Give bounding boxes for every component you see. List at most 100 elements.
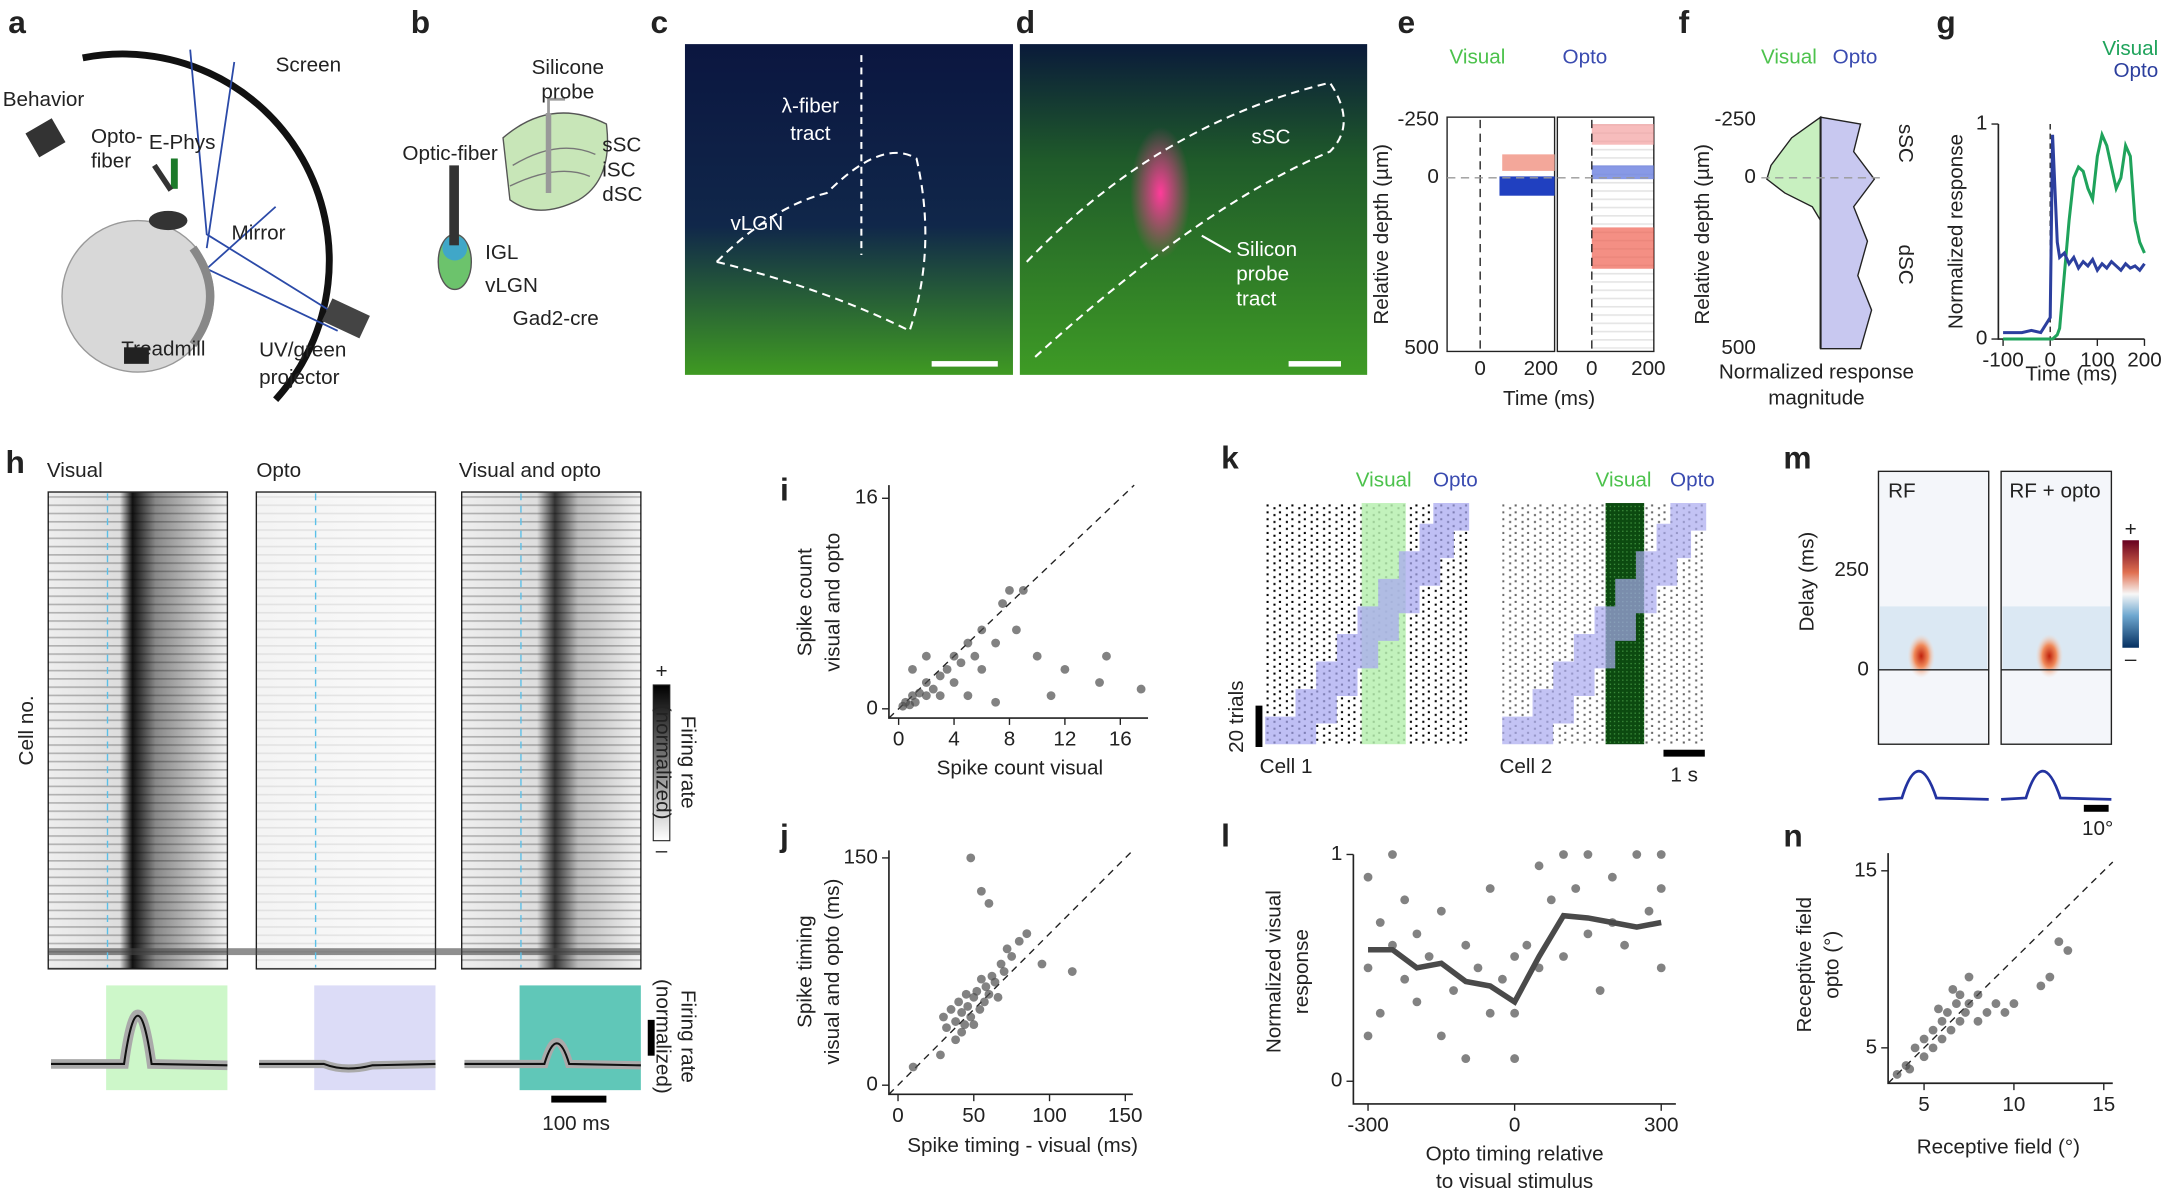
- heat-row: [48, 948, 641, 956]
- x-tick-label: 0: [2044, 349, 2056, 372]
- label-line: probe: [1236, 263, 1289, 286]
- scatter-point: [1018, 585, 1028, 595]
- scatter-point: [991, 638, 1001, 648]
- stim-window: [314, 985, 436, 1091]
- heat-band: [1591, 227, 1654, 269]
- scatter-point: [949, 651, 959, 661]
- scatter-point: [921, 691, 931, 701]
- scatter-point: [969, 1020, 979, 1029]
- y-tick-label: 1: [1331, 842, 1343, 865]
- scatter-point: [979, 997, 989, 1007]
- x-tick-label: 15: [2092, 1093, 2115, 1116]
- scatter-point: [1037, 959, 1047, 969]
- scale-label: 10°: [2082, 817, 2113, 840]
- panel-letter: c: [651, 4, 669, 40]
- scatter-point: [1656, 850, 1666, 859]
- scatter-point: [1510, 952, 1520, 961]
- label: sSC: [1251, 125, 1290, 148]
- light-spot: [442, 235, 468, 261]
- scatter-point: [1011, 625, 1021, 635]
- scatter-point: [1498, 974, 1507, 984]
- scatter-point: [939, 1012, 948, 1022]
- heat-rows: [256, 492, 436, 969]
- panel-letter: l: [1221, 817, 1230, 853]
- heatmap: [1446, 116, 1556, 353]
- scatter-point: [1559, 952, 1568, 961]
- label-line: Silicone: [532, 56, 604, 79]
- label: Opto-fiber: [91, 125, 143, 173]
- condition-label: Opto: [1563, 45, 1608, 68]
- panel-letter: k: [1221, 440, 1239, 476]
- scatter-point: [910, 697, 920, 707]
- scatter-point: [977, 664, 987, 674]
- scatter-point: [1032, 651, 1042, 661]
- colorbar: [652, 684, 671, 842]
- label-line: fiber: [91, 150, 131, 173]
- optic-fiber-icon: [449, 165, 459, 246]
- y-axis-label: visual and opto: [821, 533, 844, 672]
- region-outline: [714, 151, 927, 333]
- panel-k: Visual Opto Visual Opto 20 trials Cell 1…: [1225, 468, 1715, 786]
- x-tick-label: 4: [948, 728, 960, 751]
- y-axis-label: Spike timing: [794, 915, 817, 1028]
- scatter-point: [1412, 997, 1422, 1007]
- scatter-point: [976, 886, 986, 896]
- panel-h: Visual Opto Visual and opto Cell no. + –…: [15, 459, 699, 1135]
- scatter-point: [956, 658, 966, 668]
- x-tick-label: 0: [1509, 1113, 1520, 1136]
- condition-label: Visual: [1761, 45, 1817, 68]
- scatter-point: [1095, 678, 1104, 687]
- x-tick-label: 100: [1032, 1104, 1066, 1127]
- scatter-point: [1952, 999, 1961, 1008]
- scatter-point: [961, 989, 971, 999]
- scatter-point: [1973, 990, 1983, 1000]
- y-axis-label: Receptive field: [1793, 897, 1816, 1033]
- scale-bar: [1663, 749, 1705, 757]
- scatter-point: [1948, 985, 1958, 994]
- scatter-point: [963, 638, 973, 648]
- scatter-point: [951, 1017, 961, 1026]
- y-tick-label: 0: [1976, 326, 1988, 349]
- label: vLGN: [485, 274, 538, 297]
- scatter-point: [908, 664, 917, 674]
- identity-line: [888, 849, 1134, 1095]
- region-label: sSC: [1894, 124, 1917, 163]
- scatter-point: [1905, 1064, 1915, 1074]
- x-tick-label: 200: [1631, 357, 1665, 380]
- opto-window: [1265, 503, 1470, 745]
- heat-band: [1591, 165, 1654, 180]
- y-axis-label: Cell no.: [15, 695, 38, 765]
- scatter-point: [921, 651, 931, 661]
- label-line: projector: [259, 366, 339, 389]
- y-axis-label: response: [1290, 929, 1313, 1014]
- scatter-point: [1559, 850, 1568, 859]
- scatter-point: [1461, 1054, 1471, 1063]
- trace: [50, 1014, 228, 1067]
- scatter-point: [1014, 936, 1024, 946]
- panel-letter: f: [1679, 4, 1690, 40]
- scatter-point: [1955, 990, 1965, 1000]
- scatter-point: [942, 664, 952, 674]
- y-tick-label: 0: [866, 1073, 878, 1096]
- scatter-point: [1436, 906, 1446, 916]
- x-tick-label: 10: [2002, 1093, 2025, 1116]
- panel-letter: e: [1397, 4, 1415, 40]
- rf-profile: [1878, 769, 1989, 801]
- scale-bar: [2083, 804, 2109, 812]
- panel-letter: b: [411, 4, 430, 40]
- y-tick-label: 0: [1857, 657, 1868, 680]
- scatter-point: [1363, 1031, 1373, 1041]
- scale-bar: [647, 1019, 655, 1056]
- condition-label: Opto: [1833, 45, 1878, 68]
- scatter-point: [1522, 940, 1532, 950]
- colorbar: [2122, 540, 2139, 648]
- x-tick-label: -100: [1982, 349, 2023, 372]
- probe-arrow: [547, 97, 566, 114]
- scatter-point: [1928, 1043, 1938, 1053]
- scatter-point: [1473, 963, 1483, 973]
- scatter-point: [1973, 1016, 1983, 1026]
- scatter-point: [1546, 895, 1556, 905]
- scatter-point: [1485, 1008, 1495, 1018]
- x-tick-label: 200: [1524, 357, 1558, 380]
- axis-line: [1352, 854, 1676, 1105]
